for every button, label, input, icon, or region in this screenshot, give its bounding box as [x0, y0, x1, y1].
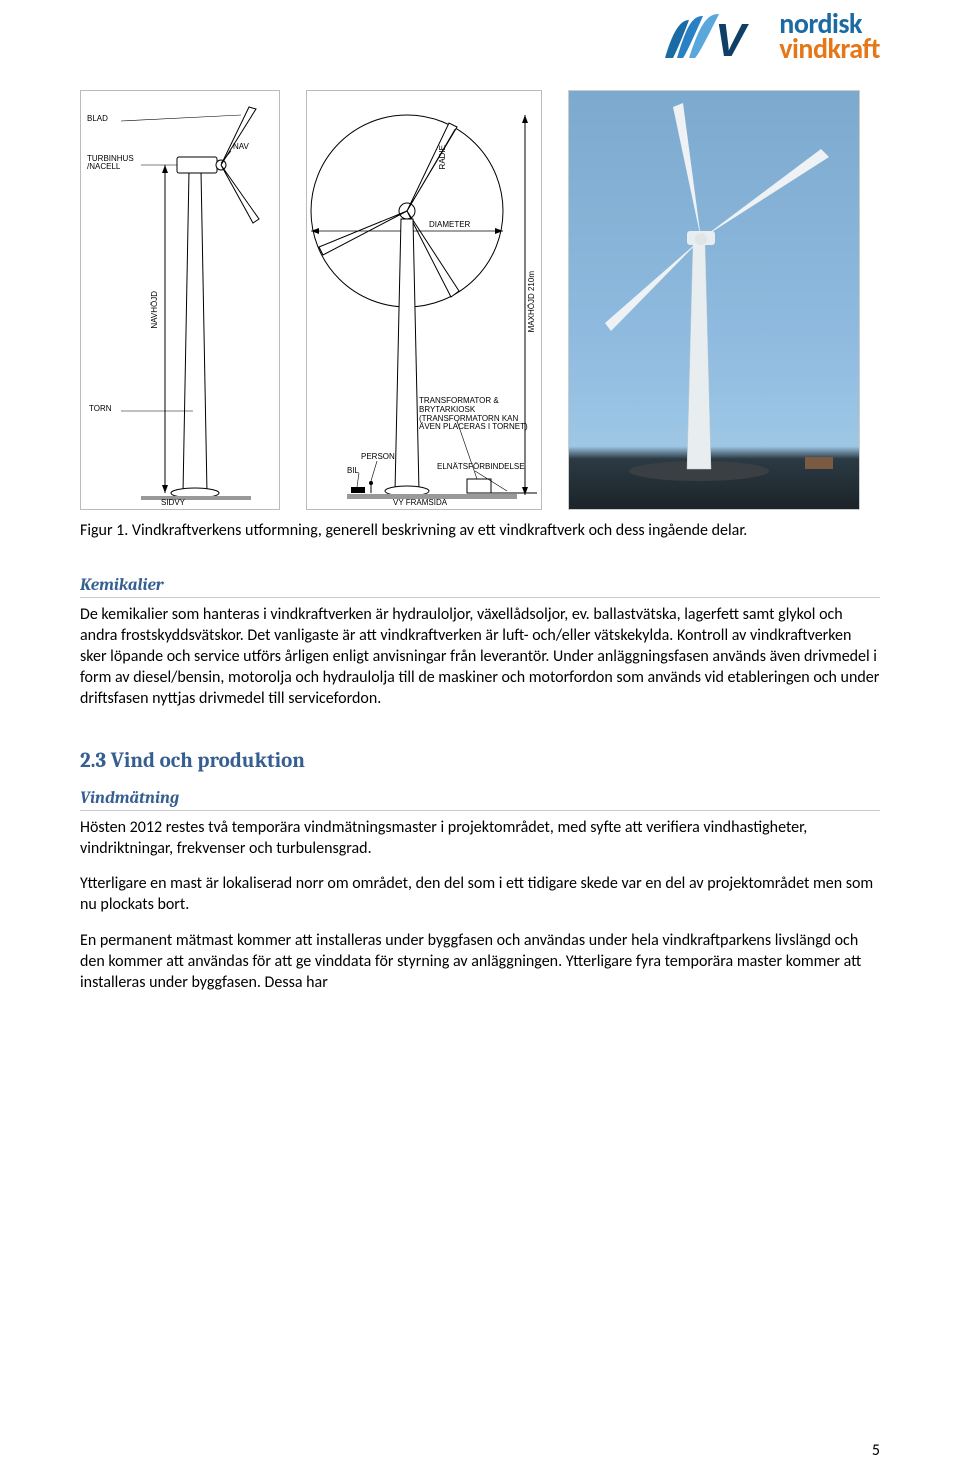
label-radie: RADIE	[439, 145, 447, 169]
diagram-front-view: RADIE DIAMETER MAXHÖJD 210m TRANSFORMATO…	[306, 90, 542, 510]
label-navhojd: NAVHÖJD	[151, 291, 159, 329]
label-transformator: TRANSFORMATOR & BRYTARKIOSK (TRANSFORMAT…	[419, 397, 537, 432]
body-vindmatning-p3: En permanent mätmast kommer att installe…	[80, 930, 880, 993]
heading-kemikalier: Kemikalier	[80, 576, 880, 598]
label-sidvy: SIDVY	[161, 499, 185, 507]
figure-caption: Figur 1. Vindkraftverkens utformning, ge…	[80, 520, 880, 542]
body-kemikalier: De kemikalier som hanteras i vindkraftve…	[80, 604, 880, 710]
body-vindmatning-p1: Hösten 2012 restes två temporära vindmät…	[80, 817, 880, 859]
label-torn: TORN	[89, 405, 112, 413]
body-vindmatning-p2: Ytterligare en mast är lokaliserad norr …	[80, 873, 880, 915]
turbine-photo	[568, 90, 860, 510]
figure-row: BLAD TURBINHUS /NACELL NAV NAVHÖJD TORN …	[80, 90, 880, 510]
label-maxhojd: MAXHÖJD 210m	[528, 271, 536, 332]
label-turbinhus: TURBINHUS /NACELL	[87, 155, 143, 172]
heading-vindmatning: Vindmätning	[80, 789, 880, 811]
logo-text: nordisk vindkraft	[779, 11, 880, 61]
page-number: 5	[872, 1441, 880, 1460]
label-nav: NAV	[233, 143, 249, 151]
heading-vind-produktion: 2.3 Vind och produktion	[80, 749, 880, 773]
label-vy-framsida: VY FRAMSIDA	[393, 499, 447, 507]
label-diameter: DIAMETER	[429, 221, 470, 229]
svg-text:V: V	[715, 14, 749, 62]
label-person: PERSON	[361, 453, 395, 461]
diagram-side-view: BLAD TURBINHUS /NACELL NAV NAVHÖJD TORN …	[80, 90, 280, 510]
label-blad: BLAD	[87, 115, 108, 123]
label-elnat: ELNÄTSFÖRBINDELSE	[437, 463, 525, 471]
label-bil: BIL	[347, 467, 359, 475]
logo-line2: vindkraft	[779, 36, 880, 61]
brand-logo: V nordisk vindkraft	[663, 10, 880, 62]
logo-mark-icon: V	[663, 10, 773, 62]
